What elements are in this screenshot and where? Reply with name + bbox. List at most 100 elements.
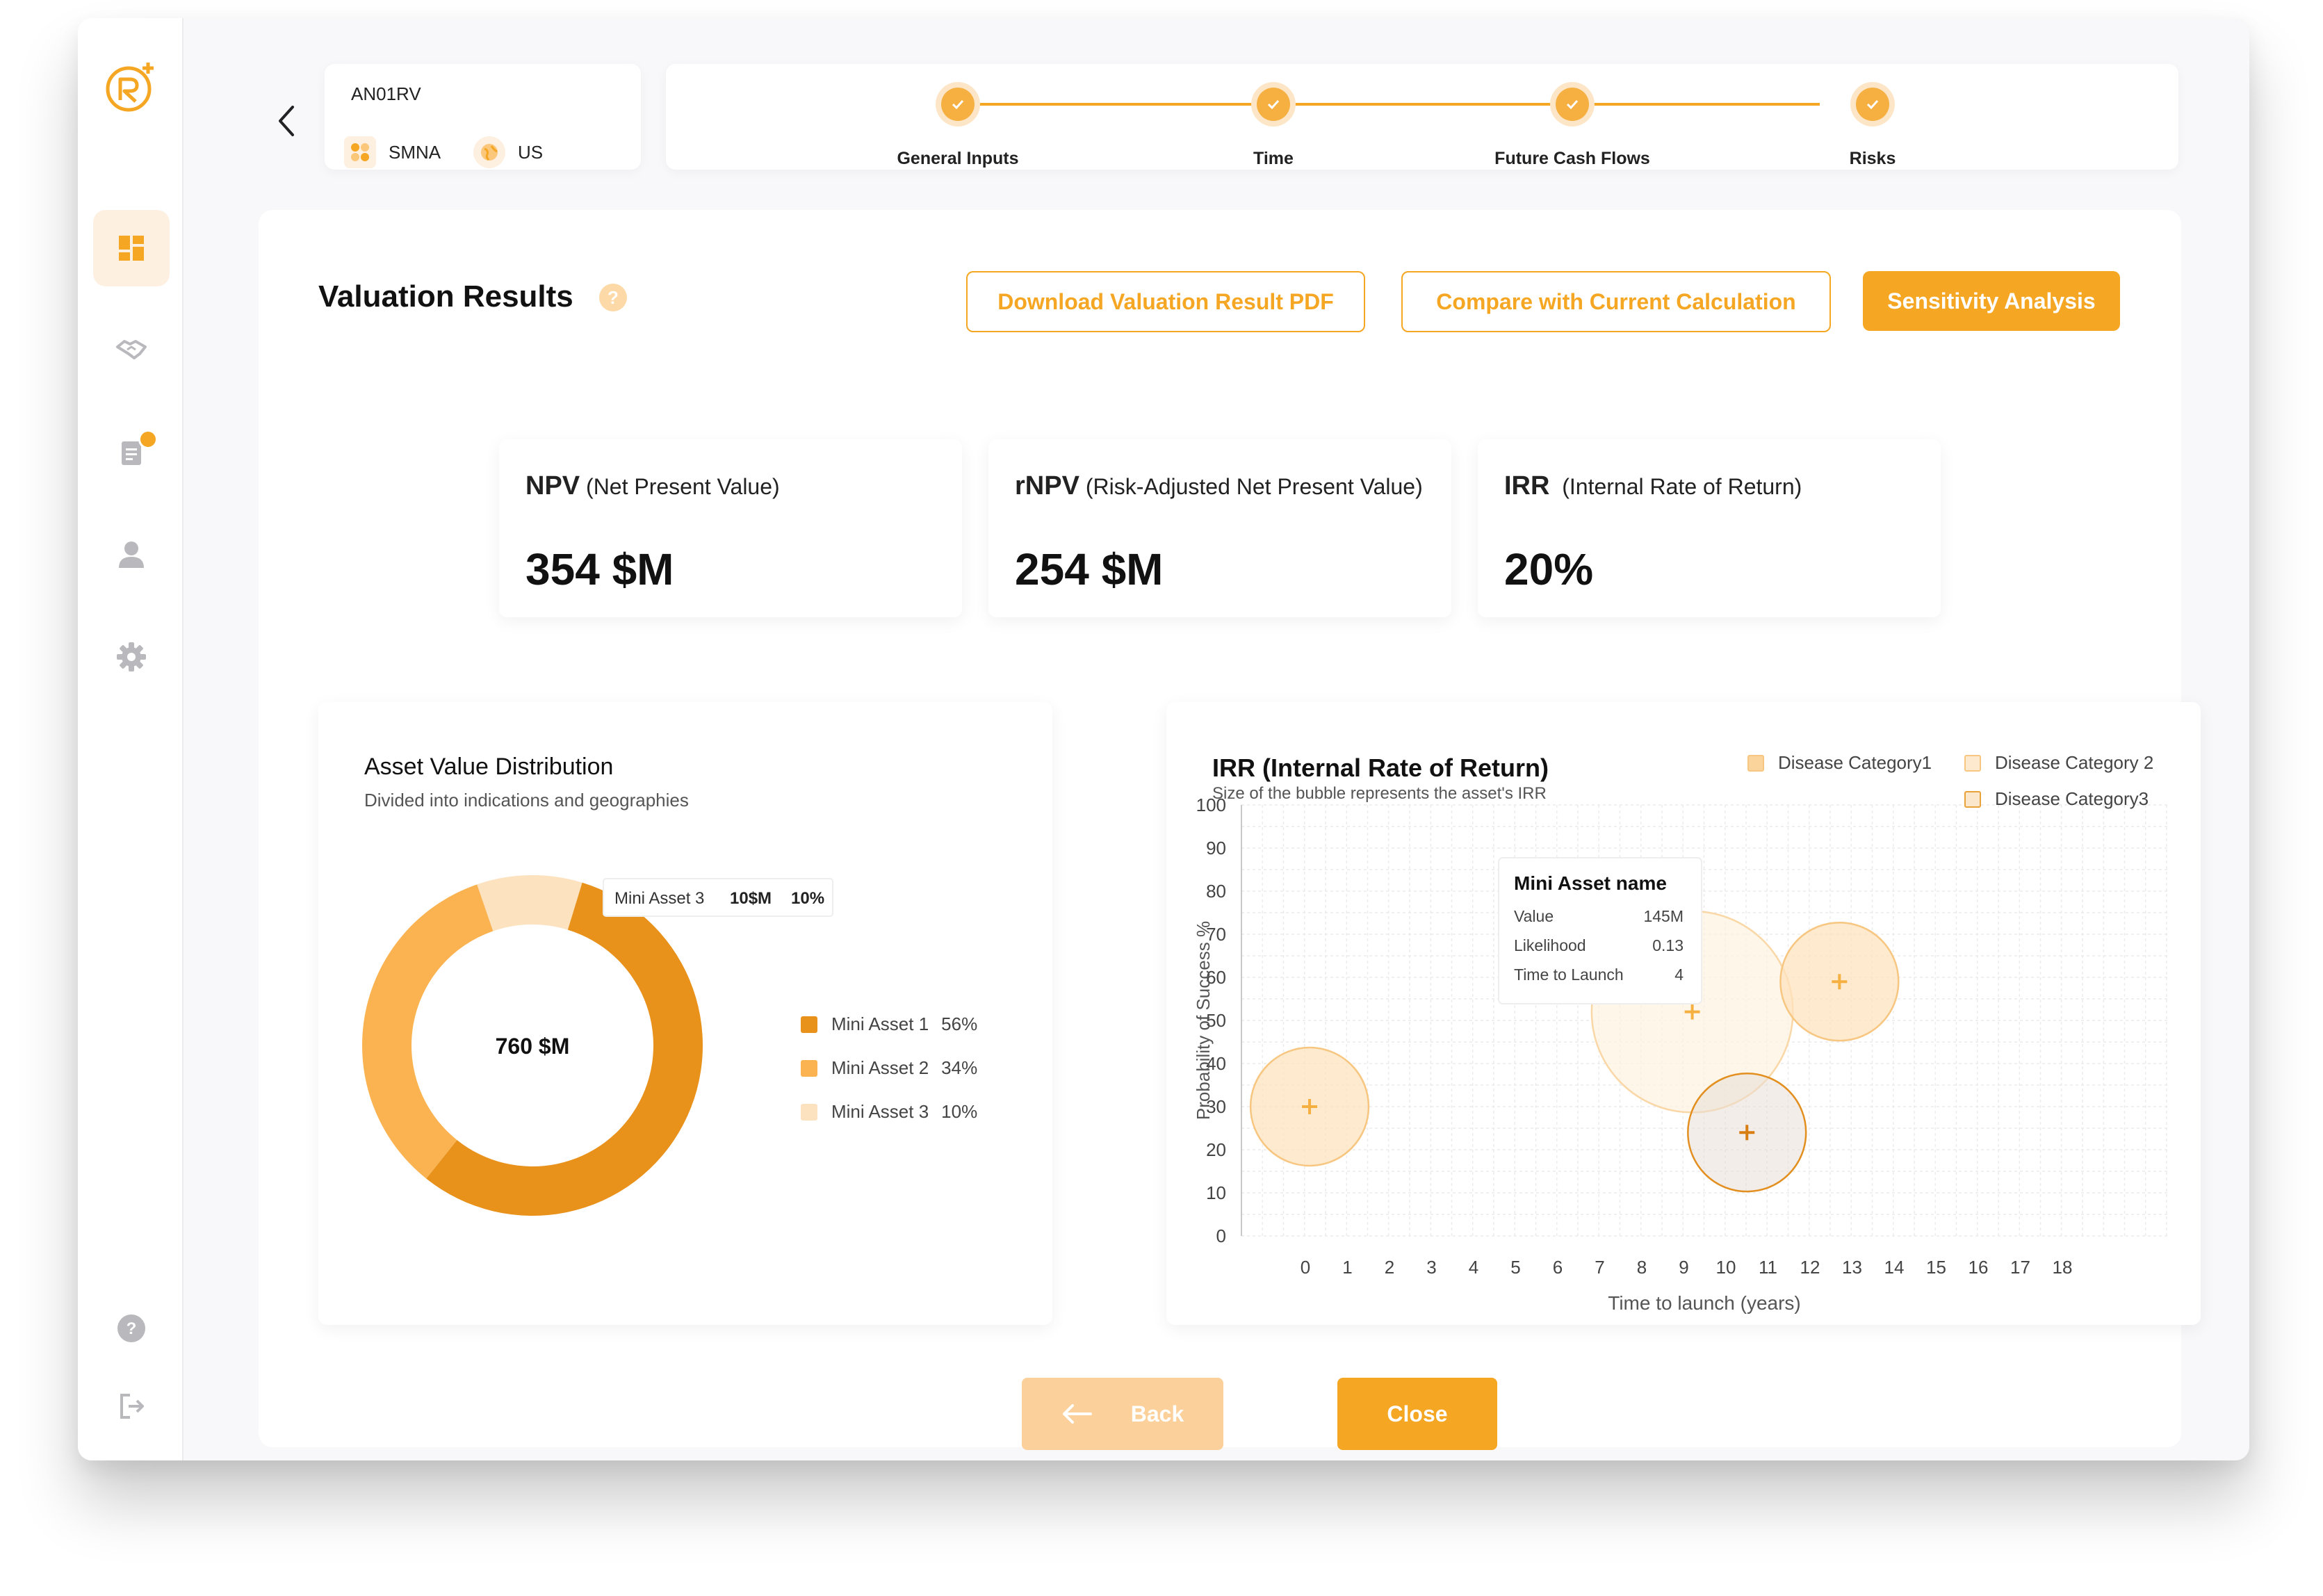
bubble-center-marker (1684, 1004, 1700, 1020)
bubble-legend-item[interactable]: Disease Category 2 (1964, 752, 2153, 774)
nav-reports[interactable] (93, 414, 170, 491)
donut-tooltip-name: Mini Asset 3 (614, 889, 704, 908)
donut-chart: 760 $M Mini Asset 3 10$M 10% (362, 875, 833, 1216)
bubble-tooltip-value: 0.13 (1652, 936, 1684, 954)
stepper-line (958, 103, 1820, 106)
step-1-check-icon[interactable] (941, 88, 975, 121)
step-4-check-icon[interactable] (1856, 88, 1889, 121)
legend-pct: 34% (941, 1057, 978, 1078)
dashboard-icon (119, 236, 144, 261)
nav-dashboard[interactable] (93, 210, 170, 286)
y-axis-label: Probability of Success % (1193, 921, 1214, 1120)
step-label-risks[interactable]: Risks (1849, 149, 1896, 168)
x-tick-label: 4 (1469, 1257, 1478, 1278)
step-label-time[interactable]: Time (1253, 149, 1294, 168)
step-label-general-inputs[interactable]: General Inputs (897, 149, 1019, 168)
rnpv-card: rNPV (Risk-Adjusted Net Present Value) 2… (988, 439, 1451, 617)
legend-pct: 10% (941, 1101, 978, 1122)
y-tick-label: 100 (1196, 795, 1226, 815)
nav-help[interactable]: ? (93, 1290, 170, 1367)
asset-distribution-panel: Asset Value Distribution Divided into in… (318, 702, 1052, 1325)
npv-value: 354 $M (525, 544, 674, 594)
company-icon (344, 136, 376, 168)
asset-id: AN01RV (351, 83, 421, 104)
sidebar: ? (78, 18, 184, 1460)
legend-swatch (1964, 790, 1981, 808)
donut-title: Asset Value Distribution (364, 754, 614, 780)
nav-logout[interactable] (93, 1368, 170, 1444)
company-chip: SMNA (344, 136, 441, 168)
nav-deals[interactable] (93, 311, 170, 388)
back-button[interactable]: Back (1022, 1378, 1223, 1450)
compare-calculation-button[interactable]: Compare with Current Calculation (1401, 271, 1831, 332)
y-tick-label: 50 (1206, 1010, 1226, 1031)
y-tick-label: 20 (1206, 1139, 1226, 1160)
donut-subtitle: Divided into indications and geographies (364, 790, 689, 811)
y-tick-label: 60 (1206, 967, 1226, 988)
legend-label: Disease Category3 (1995, 788, 2149, 809)
back-chevron-icon[interactable] (269, 100, 304, 142)
step-2-check-icon[interactable] (1257, 88, 1290, 121)
donut-center-value: 760 $M (496, 1034, 570, 1059)
legend-label: Mini Asset 3 (831, 1101, 929, 1122)
donut-legend-item[interactable]: Mini Asset 2 34% (801, 1057, 977, 1079)
bubble-tooltip-key: Time to Launch (1514, 966, 1624, 984)
app-logo (106, 63, 154, 112)
legend-swatch (801, 1103, 817, 1121)
x-tick-label: 8 (1637, 1257, 1647, 1278)
notification-dot (138, 430, 158, 449)
bubble-tooltip-key: Value (1514, 907, 1554, 925)
y-tick-label: 90 (1206, 838, 1226, 858)
bubble-tooltip-title: Mini Asset name (1514, 872, 1667, 894)
npv-abbr: NPV (525, 471, 580, 500)
bubble-legend-item[interactable]: Disease Category1 (1747, 752, 1932, 774)
legend-label: Disease Category 2 (1995, 752, 2154, 773)
donut-legend-item[interactable]: Mini Asset 1 56% (801, 1013, 977, 1035)
donut-tooltip (603, 878, 833, 917)
back-button-label: Back (1130, 1401, 1184, 1426)
bubble-title: IRR (Internal Rate of Return) (1212, 754, 1549, 782)
x-tick-label: 1 (1342, 1257, 1352, 1278)
bubble-legend-item[interactable]: Disease Category3 (1964, 788, 2149, 810)
region-chip: US (473, 136, 543, 168)
help-badge-icon[interactable]: ? (599, 284, 627, 311)
arrow-left-icon (1062, 1404, 1092, 1424)
legend-label: Mini Asset 1 (831, 1013, 929, 1034)
donut-legend-item[interactable]: Mini Asset 3 10% (801, 1101, 977, 1123)
irr-value: 20% (1504, 544, 1594, 594)
download-pdf-button[interactable]: Download Valuation Result PDF (966, 271, 1365, 332)
irr-card: IRR (Internal Rate of Return) 20% (1478, 439, 1941, 617)
y-tick-label: 30 (1206, 1096, 1226, 1117)
globe-icon (473, 136, 505, 168)
x-tick-label: 5 (1510, 1257, 1520, 1278)
npv-full: (Net Present Value) (586, 474, 780, 499)
nav-settings[interactable] (93, 619, 170, 695)
legend-label: Mini Asset 2 (831, 1057, 929, 1078)
handshake-icon (116, 340, 147, 359)
bubble-center-marker (1302, 1099, 1318, 1114)
x-tick-label: 12 (1800, 1257, 1820, 1278)
clipboard-icon (122, 441, 141, 465)
step-label-future-cash-flows[interactable]: Future Cash Flows (1494, 149, 1650, 168)
close-button[interactable]: Close (1337, 1378, 1497, 1450)
bubble-tooltip-key: Likelihood (1514, 936, 1586, 954)
gear-icon (117, 642, 146, 671)
user-icon (119, 542, 144, 568)
npv-card: NPV (Net Present Value) 354 $M (499, 439, 962, 617)
x-tick-label: 17 (2010, 1257, 2030, 1278)
nav-profile[interactable] (93, 516, 170, 592)
legend-swatch (1964, 754, 1981, 772)
x-tick-label: 2 (1385, 1257, 1394, 1278)
sensitivity-analysis-button[interactable]: Sensitivity Analysis (1863, 271, 2120, 331)
step-3-check-icon[interactable] (1556, 88, 1589, 121)
bubble-center-marker (1739, 1125, 1755, 1141)
rnpv-value: 254 $M (1015, 544, 1164, 594)
app-window: ? AN01RV SMNA US (78, 18, 2249, 1460)
legend-swatch (1747, 754, 1764, 772)
y-tick-label: 70 (1206, 924, 1226, 945)
bubble-tooltip-value: 145M (1643, 907, 1684, 925)
svg-text:?: ? (127, 1319, 137, 1338)
x-axis-label: Time to launch (years) (1608, 1292, 1801, 1314)
irr-abbr: IRR (1504, 471, 1550, 500)
